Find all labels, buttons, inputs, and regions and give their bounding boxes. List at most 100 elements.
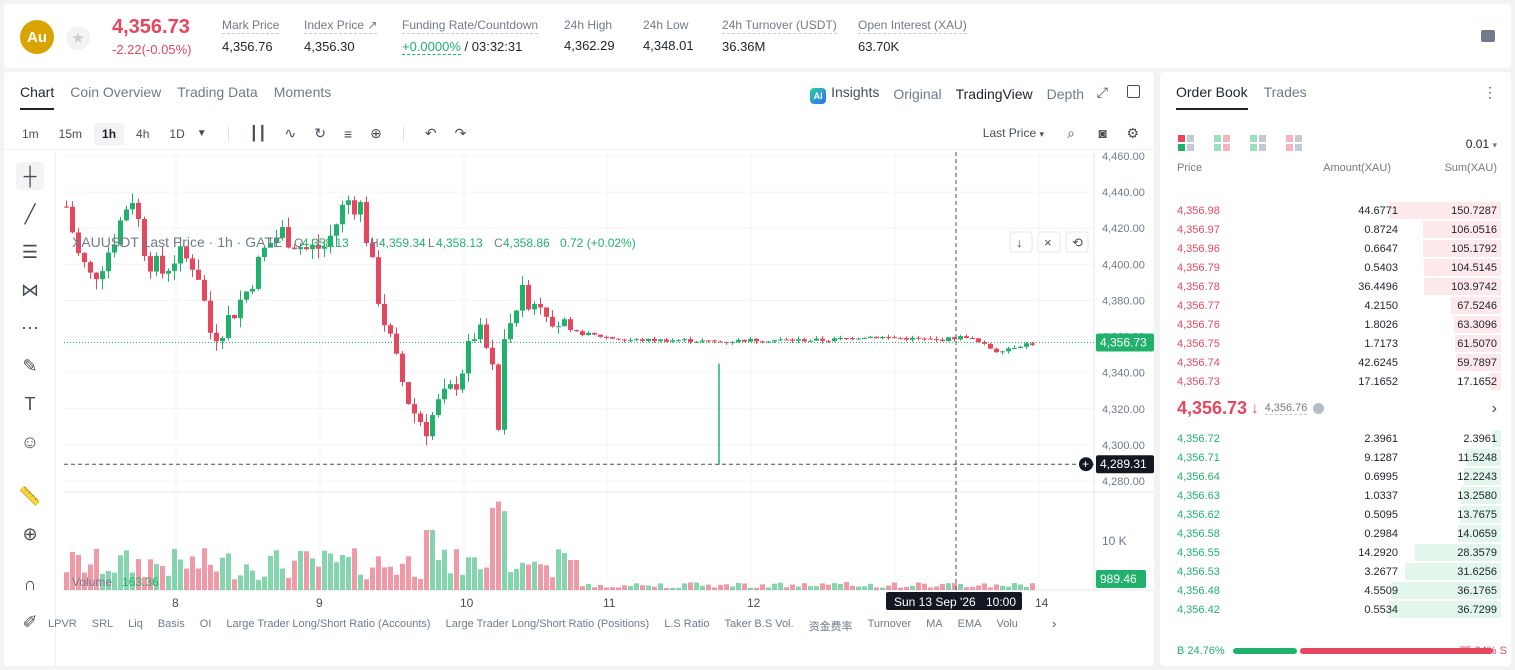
indicator-item[interactable]: Liq (128, 618, 143, 630)
settings-gear-icon[interactable]: ⚙ (1126, 125, 1139, 141)
emoji-icon[interactable]: ☺ (20, 431, 40, 452)
timeframe-1d[interactable]: 1D (169, 126, 185, 141)
open-interest-label[interactable]: Open Interest (XAU) (858, 18, 967, 34)
indicator-item[interactable]: Large Trader Long/Short Ratio (Positions… (445, 618, 650, 630)
ask-row[interactable]: 4,356.79 0.5403 104.5145 (1160, 258, 1511, 277)
pattern-icon[interactable]: ⋈ (21, 279, 39, 300)
indicator-item[interactable]: 资金费率 (808, 621, 853, 633)
ask-row[interactable]: 4,356.77 4.2150 67.5246 (1160, 296, 1511, 315)
ask-row[interactable]: 4,356.76 1.8026 63.3096 (1160, 315, 1511, 334)
indicator-item[interactable]: Large Trader Long/Short Ratio (Accounts) (226, 618, 431, 630)
turnover-24h-label[interactable]: 24h Turnover (USDT) (722, 18, 837, 34)
timeframe-1m[interactable]: 1m (22, 126, 39, 141)
mid-price-row[interactable]: 4,356.73 ↓ 4,356.76 (1177, 398, 1325, 419)
bid-row[interactable]: 4,356.63 1.0337 13.2580 (1160, 486, 1511, 505)
brush-icon[interactable]: ✎ (22, 355, 38, 376)
bid-row[interactable]: 4,356.48 4.5509 36.1765 (1160, 581, 1511, 600)
mode-compact-icon[interactable] (1214, 135, 1230, 151)
text-tool-icon[interactable]: T (24, 393, 36, 414)
redo-icon[interactable]: ↷ (454, 125, 467, 141)
bid-row[interactable]: 4,356.64 0.6995 12.2243 (1160, 467, 1511, 486)
timeframe-1h[interactable]: 1h (94, 122, 125, 145)
undo-icon[interactable]: ↶ (424, 125, 437, 141)
tab-trades[interactable]: Trades (1263, 84, 1307, 100)
indicator-item[interactable]: Taker B.S Vol. (724, 618, 794, 630)
index-price-label[interactable]: Index Price ↗ (304, 18, 378, 34)
ask-row[interactable]: 4,356.98 44.6771 150.7287 (1160, 201, 1511, 220)
chevron-right-icon[interactable]: › (1052, 616, 1057, 631)
ruler-icon[interactable]: 📏 (18, 485, 42, 506)
search-icon[interactable]: ⌕ (1067, 125, 1075, 141)
templates-icon[interactable]: ≡ (343, 125, 353, 142)
tab-tradingview[interactable]: TradingView (955, 86, 1033, 102)
bid-row[interactable]: 4,356.72 2.3961 2.3961 (1160, 429, 1511, 448)
camera-icon[interactable]: ◙ (1098, 125, 1107, 141)
pencil-lock-icon[interactable]: ✐ (22, 611, 38, 632)
ask-row[interactable]: 4,356.97 0.8724 106.0516 (1160, 220, 1511, 239)
ask-row[interactable]: 4,356.75 1.7173 61.5070 (1160, 334, 1511, 353)
bid-row[interactable]: 4,356.58 0.2984 14.0659 (1160, 524, 1511, 543)
fib-icon[interactable]: ⋯ (21, 317, 39, 338)
indicator-item[interactable]: L.S Ratio (664, 618, 710, 630)
tab-order-book[interactable]: Order Book (1176, 84, 1248, 110)
indicator-item[interactable]: EMA (957, 618, 982, 630)
funding-rate-value[interactable]: +0.0000% (402, 39, 461, 55)
mark-price-label[interactable]: Mark Price (222, 18, 280, 34)
guide-book-icon[interactable] (1481, 30, 1495, 42)
tab-insights[interactable]: AI Insights (810, 84, 879, 112)
indicator-item[interactable]: OI (199, 618, 212, 630)
compare-icon[interactable]: ↻ (314, 125, 326, 141)
bid-row[interactable]: 4,356.62 0.5095 13.7675 (1160, 505, 1511, 524)
mode-both-icon[interactable] (1178, 135, 1194, 151)
more-icon[interactable]: ⋮ (1483, 84, 1497, 100)
volume-bar (862, 586, 867, 590)
tab-coin-overview[interactable]: Coin Overview (70, 84, 162, 100)
reset-chart-icon[interactable]: ⟲ (1072, 235, 1083, 250)
tab-chart[interactable]: Chart (20, 84, 55, 110)
ask-row[interactable]: 4,356.73 17.1652 17.1652 (1160, 372, 1511, 391)
indicator-item[interactable]: Volu (996, 618, 1018, 630)
bid-row[interactable]: 4,356.55 14.2920 28.3579 (1160, 543, 1511, 562)
tab-depth[interactable]: Depth (1046, 86, 1084, 102)
indicator-item[interactable]: Basis (157, 618, 185, 630)
favorite-star-icon[interactable]: ★ (66, 26, 90, 50)
tab-moments[interactable]: Moments (273, 84, 332, 100)
mode-asks-icon[interactable] (1286, 135, 1302, 151)
magnet-icon[interactable]: ∩ (23, 573, 37, 594)
crosshair-icon[interactable]: ┼ (16, 162, 44, 190)
window-mode-icon[interactable] (1127, 85, 1140, 98)
expand-icon[interactable]: ⤢ (1096, 84, 1108, 100)
bid-row[interactable]: 4,356.42 0.5534 36.7299 (1160, 600, 1511, 619)
add-alert-icon[interactable]: ⊕ (370, 125, 382, 141)
candle-type-icon[interactable]: ┃┃ (249, 125, 267, 141)
indicator-item[interactable]: LPVR (48, 618, 77, 630)
tab-original[interactable]: Original (893, 86, 942, 102)
precision-select[interactable]: 0.01 ▾ (1466, 137, 1497, 151)
bid-row[interactable]: 4,356.71 9.1287 11.5248 (1160, 448, 1511, 467)
tab-trading-data[interactable]: Trading Data (177, 84, 258, 100)
add-order-plus-icon[interactable] (1079, 457, 1093, 472)
scroll-down-icon[interactable]: ↓ (1016, 235, 1023, 250)
trend-line-icon[interactable]: ╱ (24, 203, 36, 224)
zoom-in-icon[interactable]: ⊕ (22, 523, 38, 544)
info-icon[interactable] (1313, 403, 1325, 414)
timeframe-15m[interactable]: 15m (58, 126, 83, 141)
ask-row[interactable]: 4,356.78 36.4496 103.9742 (1160, 277, 1511, 296)
price-chart[interactable]: 4,460.00 4,440.00 4,420.00 4,400.00 4,380.00… (56, 152, 1154, 617)
funding-rate-label[interactable]: Funding Rate/Countdown (402, 18, 539, 34)
indicator-item[interactable]: Turnover (867, 618, 912, 630)
indicators-icon[interactable]: ∿ (284, 125, 297, 141)
volume-bar (214, 571, 219, 590)
mode-bids-icon[interactable] (1250, 135, 1266, 151)
indicator-item[interactable]: SRL (91, 618, 114, 630)
timeframe-dropdown-icon[interactable]: ▼ (196, 128, 207, 139)
ask-row[interactable]: 4,356.96 0.6647 105.1792 (1160, 239, 1511, 258)
timeframe-4h[interactable]: 4h (136, 126, 150, 141)
ask-row[interactable]: 4,356.74 42.6245 59.7897 (1160, 353, 1511, 372)
horizontal-lines-icon[interactable]: ☰ (21, 241, 39, 262)
close-icon[interactable]: × (1044, 235, 1052, 250)
price-type-select[interactable]: Last Price ▾ (983, 126, 1044, 140)
chevron-right-icon[interactable]: › (1491, 400, 1497, 417)
indicator-item[interactable]: MA (926, 618, 943, 630)
bid-row[interactable]: 4,356.53 3.2677 31.6256 (1160, 562, 1511, 581)
